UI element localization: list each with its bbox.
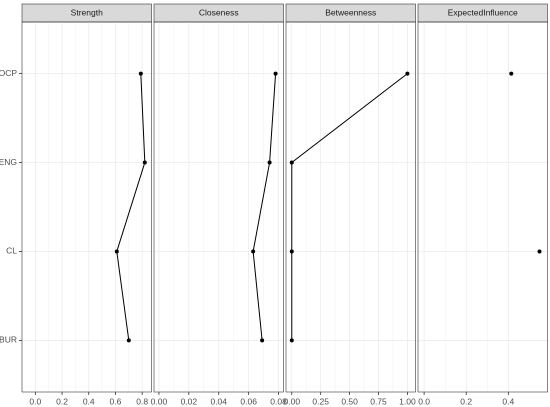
- x-tick-label: 0.00: [284, 396, 301, 406]
- x-tick-label: 0.6: [110, 396, 122, 406]
- line: [116, 73, 146, 341]
- point: [405, 71, 410, 76]
- x-tick-label: 0.4: [83, 396, 95, 406]
- point: [273, 71, 278, 76]
- x-tick-label: 0.04: [210, 396, 227, 406]
- x-tick-label: 0.8: [136, 396, 148, 406]
- point: [289, 160, 294, 165]
- x-tick-label: 0.00: [151, 396, 168, 406]
- point: [267, 160, 272, 165]
- line: [291, 73, 408, 341]
- x-tick-label: 0.2: [56, 396, 68, 406]
- x-tick-label: 1.00: [399, 396, 416, 406]
- y-tick-label: OCP: [0, 68, 17, 78]
- x-tick-label: 0.0: [29, 396, 41, 406]
- x-tick-label: 0.75: [370, 396, 387, 406]
- panel-border: [153, 21, 284, 393]
- panel-title: Strength: [71, 7, 103, 17]
- point: [251, 249, 256, 254]
- point: [142, 160, 147, 165]
- x-tick-label: 0.0: [418, 396, 430, 406]
- x-tick-label: 0.4: [502, 396, 514, 406]
- x-tick-label: 0.06: [240, 396, 257, 406]
- y-tick-label: ENG: [0, 157, 17, 167]
- point: [509, 71, 514, 76]
- panel-border: [285, 21, 416, 393]
- x-tick-label: 0.02: [181, 396, 198, 406]
- point: [138, 71, 143, 76]
- point: [114, 249, 119, 254]
- panel-title: ExpectedInfluence: [448, 7, 518, 17]
- x-tick-label: 0.2: [460, 396, 472, 406]
- panel-title: Closeness: [199, 7, 239, 17]
- y-tick-label: CL: [6, 246, 17, 256]
- line: [252, 73, 277, 341]
- x-tick-label: 0.08: [270, 396, 287, 406]
- panel-border: [21, 21, 152, 393]
- point: [537, 249, 542, 254]
- panel-border: [417, 21, 548, 393]
- x-tick-label: 0.25: [312, 396, 329, 406]
- panel-title: Betweenness: [325, 7, 376, 17]
- point: [260, 338, 265, 343]
- point: [126, 338, 131, 343]
- y-tick-label: BUR: [0, 335, 17, 345]
- x-tick-label: 0.50: [341, 396, 358, 406]
- point: [289, 338, 294, 343]
- point: [289, 249, 294, 254]
